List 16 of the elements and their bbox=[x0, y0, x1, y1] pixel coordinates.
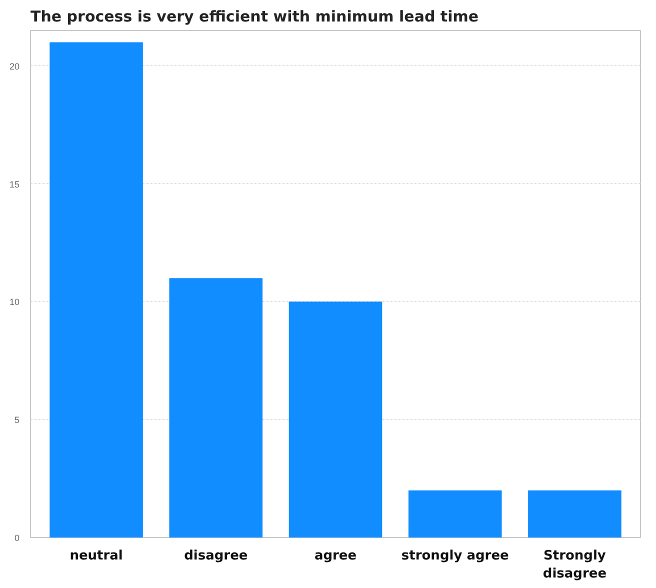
y-tick-label: 10 bbox=[9, 297, 20, 308]
bar bbox=[528, 490, 622, 538]
bar bbox=[288, 302, 382, 538]
x-tick-label: Strongly disagree bbox=[542, 548, 607, 582]
x-tick-label: disagree bbox=[184, 548, 248, 564]
y-tick-label: 0 bbox=[14, 533, 20, 543]
x-tick-label: strongly agree bbox=[401, 548, 510, 564]
y-tick-label: 15 bbox=[9, 179, 20, 190]
y-tick-label: 5 bbox=[14, 415, 20, 426]
x-tick-label: agree bbox=[314, 548, 357, 564]
bar bbox=[169, 278, 263, 538]
x-tick-label: neutral bbox=[70, 548, 123, 564]
chart-title: The process is very efficient with minimum lead time bbox=[30, 8, 479, 26]
bar bbox=[408, 490, 502, 538]
bar bbox=[50, 42, 143, 538]
y-tick-label: 20 bbox=[9, 61, 20, 72]
